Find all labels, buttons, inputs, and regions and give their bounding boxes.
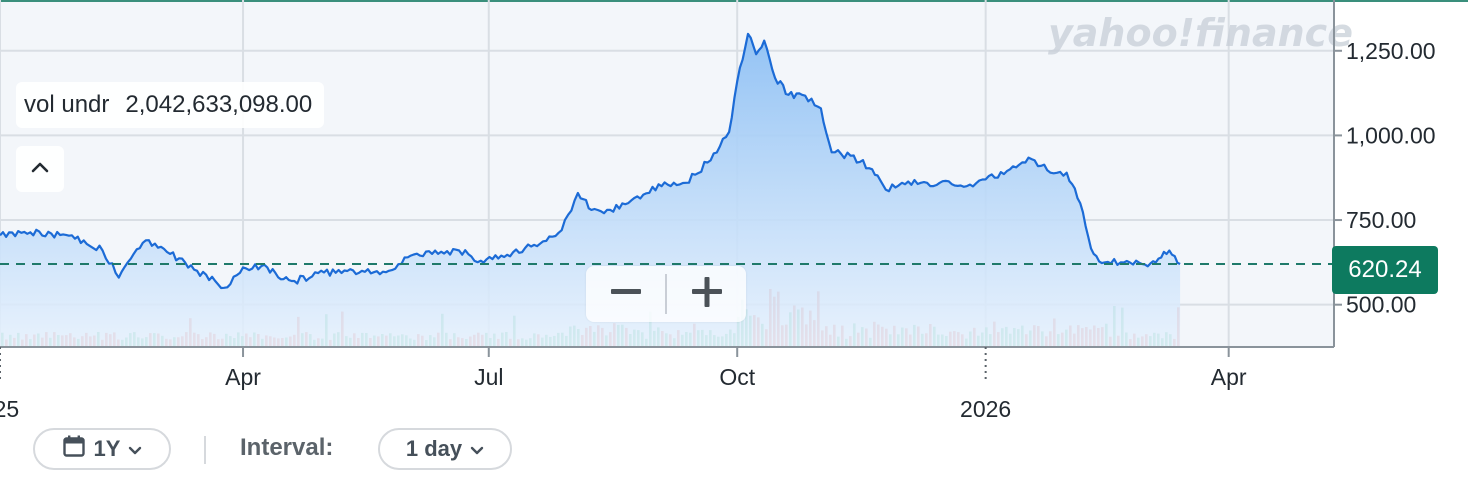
price-area xyxy=(0,33,1181,348)
watermark: yahoo!finance xyxy=(1048,11,1353,55)
x-tick-label: Apr xyxy=(225,364,261,390)
volume-tooltip: vol undr 2,042,633,098.00 xyxy=(16,82,325,128)
y-tick-label: 750.00 xyxy=(1346,207,1416,233)
controls-divider xyxy=(204,436,206,464)
price-line xyxy=(0,32,1181,290)
zoom-in-button[interactable] xyxy=(667,266,746,322)
minus-icon xyxy=(609,275,643,314)
y-tick-label: 1,000.00 xyxy=(1346,122,1436,148)
collapse-button[interactable] xyxy=(16,146,64,192)
zoom-separator xyxy=(665,274,667,314)
tooltip-value: 2,042,633,098.00 xyxy=(125,91,313,118)
range-label: 1Y xyxy=(93,436,121,461)
zoom-out-button[interactable] xyxy=(586,266,665,322)
calendar-icon xyxy=(62,434,86,464)
interval-selector[interactable]: 1 day xyxy=(378,428,512,470)
year-label: 025 xyxy=(0,396,19,422)
chevron-up-icon xyxy=(30,160,50,179)
plus-icon xyxy=(690,275,724,314)
current-price-tag: 620.24 xyxy=(1332,246,1438,294)
range-selector[interactable]: 1Y xyxy=(33,428,171,470)
interval-value: 1 day xyxy=(405,436,463,461)
chevron-down-icon xyxy=(470,436,484,462)
chevron-down-icon xyxy=(128,436,142,462)
x-tick-label: Oct xyxy=(719,364,755,390)
x-tick-label: Apr xyxy=(1211,364,1247,390)
y-tick-label: 1,250.00 xyxy=(1346,38,1436,64)
y-tick-label: 500.00 xyxy=(1346,292,1416,318)
interval-label: Interval: xyxy=(240,434,334,461)
zoom-controls xyxy=(586,266,746,322)
x-tick-label: Jul xyxy=(474,364,503,390)
year-label: 2026 xyxy=(960,396,1011,422)
tooltip-label: vol undr xyxy=(24,91,110,118)
